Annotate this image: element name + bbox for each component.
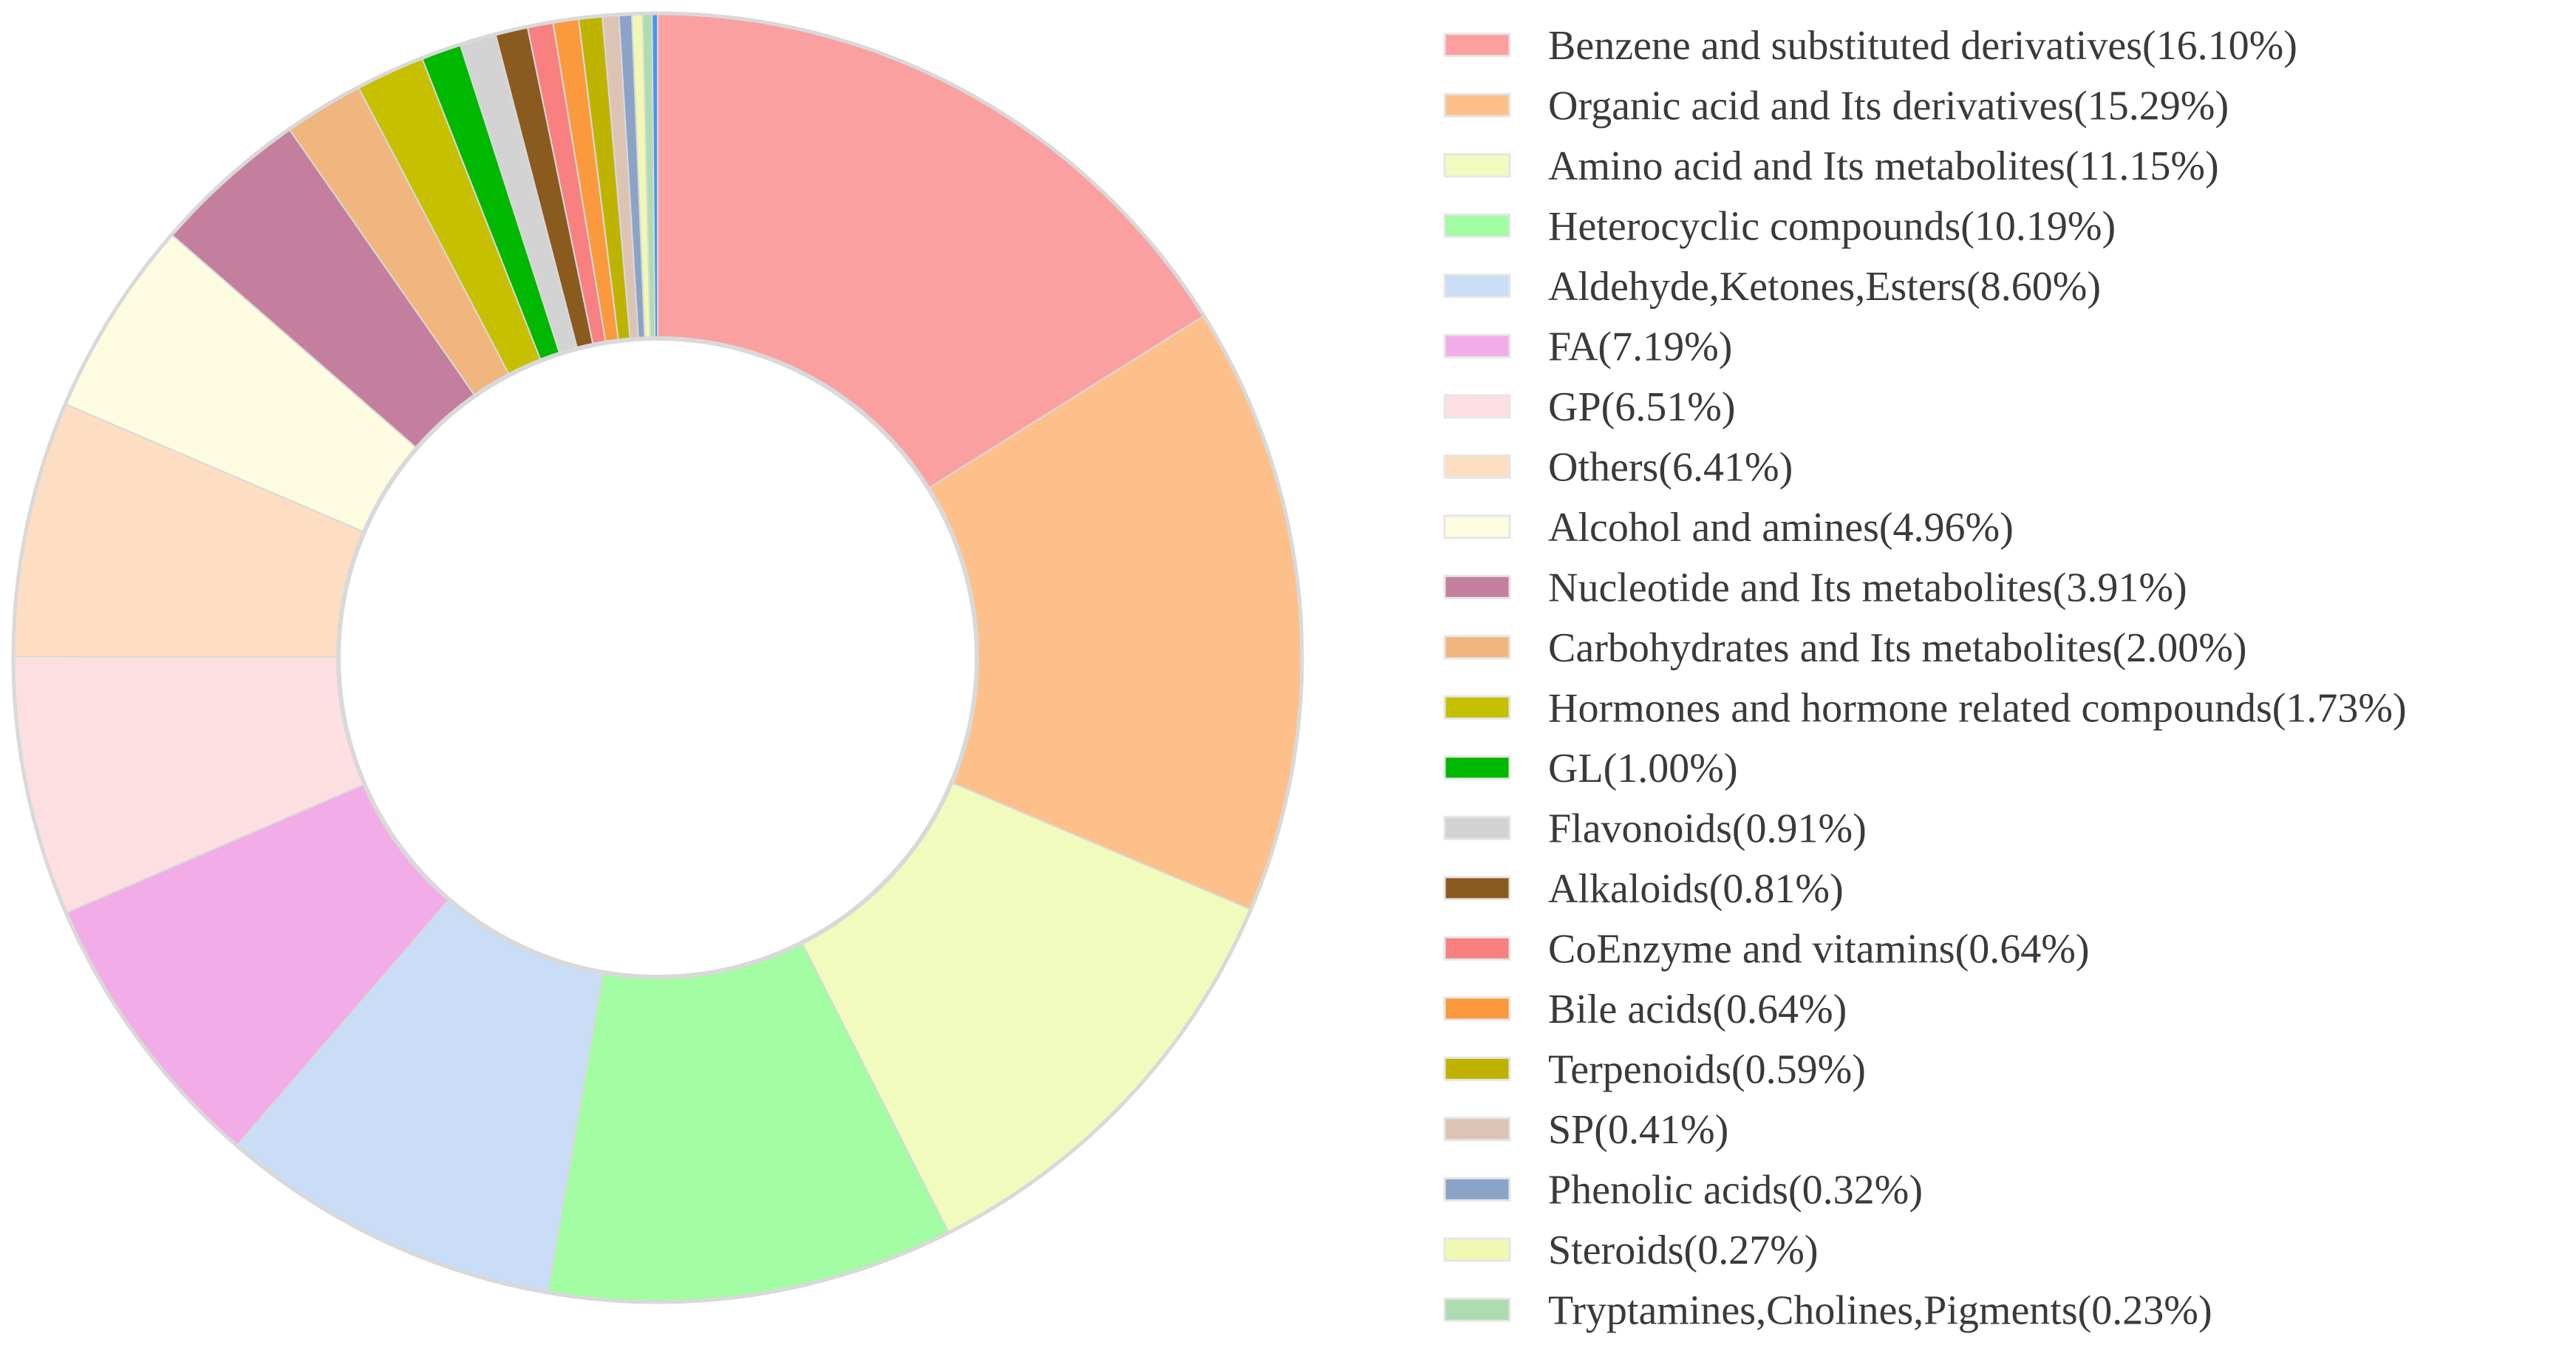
legend-label: CoEnzyme and vitamins(0.64%) [1548, 926, 2090, 972]
legend-item-bile-acids: Bile acids(0.64%) [1443, 987, 1847, 1032]
legend-swatch [1443, 92, 1511, 118]
legend-swatch [1443, 635, 1511, 660]
legend-item-heterocyclic-compounds: Heterocyclic compounds(10.19%) [1443, 203, 2116, 249]
legend-item-alcohol-and-amines: Alcohol and amines(4.96%) [1443, 505, 2014, 551]
donut-slices [11, 11, 1304, 1304]
legend-item-others: Others(6.41%) [1443, 444, 1793, 490]
donut-hole [336, 336, 979, 979]
legend-item-nucleotide-and-its-metabolites: Nucleotide and Its metabolites(3.91%) [1443, 565, 2187, 610]
legend-swatch [1443, 695, 1511, 720]
legend-swatch [1443, 1056, 1511, 1081]
legend-swatch [1443, 213, 1511, 238]
legend-label: Steroids(0.27%) [1548, 1227, 1819, 1273]
legend-swatch [1443, 454, 1511, 479]
legend-swatch [1443, 936, 1511, 961]
legend-label: Amino acid and Its metabolites(11.15%) [1548, 143, 2219, 189]
legend-label: SP(0.41%) [1548, 1107, 1728, 1153]
legend-item-benzene-and-substituted-derivatives: Benzene and substituted derivatives(16.1… [1443, 23, 2297, 69]
legend-swatch [1443, 876, 1511, 901]
legend-item-fa: FA(7.19%) [1443, 324, 1732, 370]
legend-swatch [1443, 1237, 1511, 1262]
legend-label: Alkaloids(0.81%) [1548, 866, 1844, 912]
legend-item-tryptamines-cholines-pigments: Tryptamines,Cholines,Pigments(0.23%) [1443, 1287, 2212, 1333]
legend-label: Terpenoids(0.59%) [1548, 1046, 1866, 1092]
legend-label: Heterocyclic compounds(10.19%) [1548, 203, 2116, 249]
legend-item-terpenoids: Terpenoids(0.59%) [1443, 1046, 1866, 1092]
legend-label: Bile acids(0.64%) [1548, 987, 1847, 1032]
legend-item-coenzyme-and-vitamins: CoEnzyme and vitamins(0.64%) [1443, 926, 2090, 972]
legend-label: Benzene and substituted derivatives(16.1… [1548, 23, 2297, 69]
legend-label: GP(6.51%) [1548, 384, 1736, 430]
legend-swatch [1443, 1297, 1511, 1322]
legend-item-phenolic-acids: Phenolic acids(0.32%) [1443, 1167, 1923, 1213]
legend-swatch [1443, 273, 1511, 299]
legend-item-gp: GP(6.51%) [1443, 384, 1736, 430]
legend-label: Others(6.41%) [1548, 444, 1793, 490]
legend-swatch [1443, 514, 1511, 539]
legend-swatch [1443, 755, 1511, 780]
legend-item-amino-acid-and-its-metabolites: Amino acid and Its metabolites(11.15%) [1443, 143, 2219, 189]
legend-label: Alcohol and amines(4.96%) [1548, 505, 2014, 551]
legend-swatch [1443, 574, 1511, 599]
legend-item-steroids: Steroids(0.27%) [1443, 1227, 1819, 1273]
legend-label: Nucleotide and Its metabolites(3.91%) [1548, 565, 2187, 610]
donut-outer-edge [11, 11, 1304, 1304]
legend-label: Carbohydrates and Its metabolites(2.00%) [1548, 625, 2247, 671]
legend: Benzene and substituted derivatives(16.1… [1443, 23, 2407, 1333]
legend-swatch [1443, 33, 1511, 58]
legend-label: Tryptamines,Cholines,Pigments(0.23%) [1548, 1287, 2212, 1333]
legend-swatch [1443, 333, 1511, 358]
legend-item-organic-acid-and-its-derivatives: Organic acid and Its derivatives(15.29%) [1443, 83, 2229, 129]
legend-label: Organic acid and Its derivatives(15.29%) [1548, 83, 2229, 129]
legend-item-alkaloids: Alkaloids(0.81%) [1443, 866, 1844, 912]
legend-item-sp: SP(0.41%) [1443, 1107, 1728, 1153]
legend-item-gl: GL(1.00%) [1443, 746, 1738, 791]
legend-label: FA(7.19%) [1548, 324, 1732, 370]
legend-item-hormones-and-hormone-related-compounds: Hormones and hormone related compounds(1… [1443, 685, 2407, 731]
legend-item-aldehyde-ketones-esters: Aldehyde,Ketones,Esters(8.60%) [1443, 264, 2101, 310]
legend-swatch [1443, 153, 1511, 178]
legend-label: GL(1.00%) [1548, 746, 1738, 791]
legend-swatch [1443, 394, 1511, 419]
legend-swatch [1443, 815, 1511, 840]
legend-swatch [1443, 1117, 1511, 1142]
legend-item-carbohydrates-and-its-metabolites: Carbohydrates and Its metabolites(2.00%) [1443, 625, 2247, 671]
legend-label: Hormones and hormone related compounds(1… [1548, 685, 2407, 731]
legend-label: Aldehyde,Ketones,Esters(8.60%) [1548, 264, 2101, 310]
legend-label: Flavonoids(0.91%) [1548, 806, 1867, 851]
legend-item-flavonoids: Flavonoids(0.91%) [1443, 806, 1867, 851]
legend-swatch [1443, 996, 1511, 1021]
legend-label: Phenolic acids(0.32%) [1548, 1167, 1923, 1213]
legend-swatch [1443, 1177, 1511, 1202]
